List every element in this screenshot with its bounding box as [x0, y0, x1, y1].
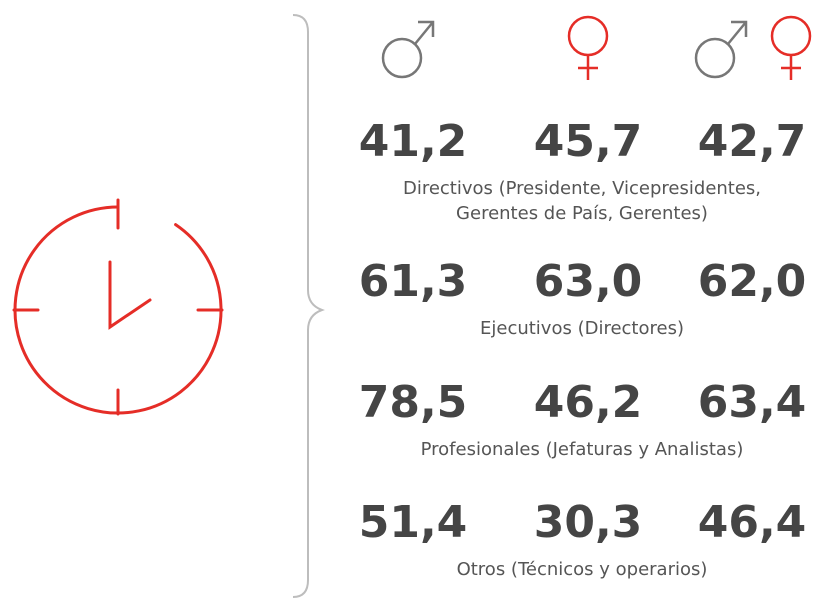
value: 45,7 — [534, 116, 643, 167]
rows: 41,2 45,7 42,7 Directivos (Presidente, Vice… — [359, 116, 807, 580]
value: 42,7 — [698, 116, 807, 167]
value: 46,4 — [698, 497, 807, 548]
value: 51,4 — [359, 497, 468, 548]
row-label: Directivos (Presidente, Vicepresidentes, — [403, 178, 761, 199]
value: 78,5 — [359, 377, 468, 428]
male-icon — [694, 20, 748, 79]
row-label: Profesionales (Jefaturas y Analistas) — [421, 439, 744, 460]
row-label: Otros (Técnicos y operarios) — [457, 559, 708, 580]
brace — [292, 14, 325, 598]
value: 41,2 — [359, 116, 468, 167]
male-icon — [381, 20, 435, 79]
value: 62,0 — [698, 256, 807, 307]
value: 63,4 — [698, 377, 807, 428]
row-label: Ejecutivos (Directores) — [480, 318, 684, 339]
clock-icon — [12, 198, 224, 416]
value: 46,2 — [534, 377, 643, 428]
female-icon — [770, 15, 812, 80]
row-label: Gerentes de País, Gerentes) — [456, 203, 708, 224]
value: 63,0 — [534, 256, 643, 307]
gender-icons — [381, 15, 812, 80]
value: 30,3 — [534, 497, 643, 548]
female-icon — [567, 15, 609, 80]
value: 61,3 — [359, 256, 468, 307]
